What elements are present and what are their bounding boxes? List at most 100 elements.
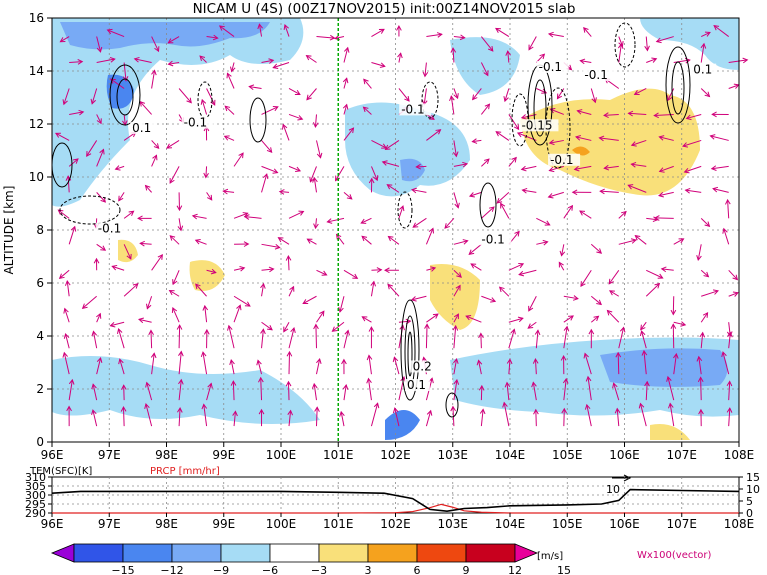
wind-vector-head bbox=[294, 89, 301, 95]
wind-vector-head bbox=[544, 220, 551, 226]
wind-vector bbox=[640, 321, 647, 330]
wind-vector bbox=[231, 62, 235, 72]
wind-vector bbox=[394, 408, 400, 427]
wind-vector bbox=[387, 284, 400, 297]
wind-vector-head bbox=[278, 189, 285, 195]
arrow-marker: 10 bbox=[606, 474, 632, 496]
wind-vector bbox=[425, 324, 428, 349]
wind-vector bbox=[700, 377, 702, 401]
wind-vector bbox=[618, 327, 625, 349]
wind-vector-head bbox=[633, 90, 640, 96]
wind-vector-head bbox=[399, 205, 405, 212]
wind-vector bbox=[425, 410, 432, 427]
wind-vector bbox=[118, 328, 125, 349]
wind-vector-head bbox=[732, 274, 739, 281]
wind-vector bbox=[700, 332, 704, 349]
wind-vector-head bbox=[742, 57, 749, 64]
wind-vector bbox=[444, 218, 455, 229]
wind-vector bbox=[361, 235, 372, 245]
wind-vector-head bbox=[593, 315, 600, 322]
wind-vector-head bbox=[660, 266, 667, 273]
wind-vector-head bbox=[452, 324, 459, 331]
wind-vector-head bbox=[415, 163, 422, 170]
wind-vector-head bbox=[658, 191, 664, 198]
wind-vector-head bbox=[426, 409, 433, 416]
wind-vector-head bbox=[517, 316, 524, 323]
wind-vector bbox=[586, 404, 592, 427]
wind-vector-head bbox=[256, 359, 262, 366]
wind-vector bbox=[151, 353, 155, 375]
wind-vector-head bbox=[683, 167, 690, 174]
wind-vector-head bbox=[343, 46, 350, 53]
wind-vector bbox=[140, 242, 152, 245]
colorbar-swatch bbox=[269, 543, 320, 563]
contour-label-bg bbox=[519, 119, 559, 132]
arrow-value: 10 bbox=[606, 483, 620, 496]
contour-label: -0.1 bbox=[401, 102, 424, 116]
wind-vector bbox=[700, 43, 705, 63]
wind-vector bbox=[480, 36, 494, 52]
wind-vector-head bbox=[100, 245, 107, 251]
contour-line bbox=[533, 79, 547, 137]
colorbar-swatch bbox=[318, 543, 369, 563]
wind-vector-head bbox=[513, 124, 520, 131]
wind-vector-head bbox=[281, 123, 288, 130]
wind-vector bbox=[549, 165, 564, 172]
wind-vector bbox=[499, 286, 510, 297]
wind-vector-head bbox=[267, 325, 273, 331]
wind-vector-head bbox=[630, 161, 637, 168]
wind-vector-head bbox=[702, 311, 709, 318]
wind-vector bbox=[631, 139, 647, 146]
wind-vector bbox=[382, 161, 400, 167]
wind-vector bbox=[340, 411, 345, 427]
wind-vector-head bbox=[302, 299, 309, 305]
wind-vector-head bbox=[139, 240, 145, 247]
right-tick-label: 5 bbox=[746, 495, 753, 508]
wind-vector-head bbox=[341, 358, 347, 365]
wind-vector bbox=[82, 295, 97, 309]
wind-vector-head bbox=[584, 403, 591, 410]
colorbar-tick-label: −15 bbox=[111, 564, 134, 575]
wind-vector bbox=[343, 127, 354, 141]
wind-vector bbox=[495, 131, 510, 141]
wind-vector-head bbox=[518, 262, 525, 269]
wind-vector bbox=[470, 263, 482, 271]
wind-vector bbox=[261, 268, 274, 271]
wind-vector bbox=[63, 352, 70, 375]
x-tick-label: 100E bbox=[266, 517, 297, 531]
right-tick-label: 15 bbox=[746, 471, 760, 484]
wind-vector-head bbox=[428, 114, 435, 120]
wind-vector-head bbox=[222, 188, 229, 195]
wind-vector-head bbox=[539, 53, 546, 60]
wind-vector bbox=[92, 331, 98, 349]
contour-label: 0.1 bbox=[132, 121, 151, 135]
wind-vector bbox=[332, 321, 345, 332]
wind-vector-head bbox=[360, 218, 367, 224]
wind-vector-head bbox=[109, 321, 116, 328]
wind-vector-head bbox=[725, 198, 731, 205]
wind-vector bbox=[701, 290, 719, 297]
contour-label-bg bbox=[536, 61, 569, 73]
wind-vector-head bbox=[178, 350, 184, 357]
wind-vector bbox=[616, 408, 620, 427]
wind-vector-head bbox=[424, 323, 430, 329]
wind-vector bbox=[453, 269, 462, 278]
wind-vector-head bbox=[260, 282, 266, 289]
wind-vector bbox=[65, 333, 70, 349]
wind-vector-head bbox=[126, 253, 132, 260]
wind-vector-head bbox=[62, 99, 68, 106]
wind-vector bbox=[192, 215, 207, 219]
contour-line-negative bbox=[421, 81, 439, 119]
wind-vector-head bbox=[176, 205, 183, 212]
wind-vector bbox=[453, 163, 468, 167]
wind-vector-head bbox=[478, 384, 485, 391]
contour-label-bg bbox=[548, 153, 581, 166]
wind-vector-head bbox=[459, 34, 466, 41]
wind-vector-head bbox=[212, 34, 219, 41]
x-tick-label: 103E bbox=[438, 448, 469, 462]
y-tick-label: 10 bbox=[29, 170, 44, 184]
wind-vector-head bbox=[200, 351, 207, 358]
wind-vector-head bbox=[118, 358, 124, 365]
contour-line bbox=[109, 64, 141, 126]
wind-vector-head bbox=[238, 152, 244, 159]
